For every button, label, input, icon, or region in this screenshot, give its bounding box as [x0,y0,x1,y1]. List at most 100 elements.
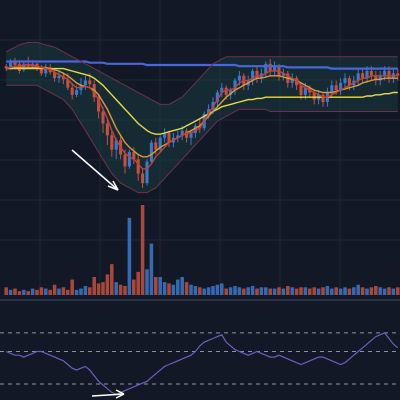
volume-bar [312,287,316,295]
volume-bar [92,277,96,295]
candle-body [330,85,334,93]
oscillator-arrow-head [115,389,125,399]
volume-bar [57,288,61,295]
volume-bar [242,288,246,295]
candle-body [127,152,131,167]
volume-bar [136,271,140,295]
candle-body [369,71,373,76]
candle-body [136,159,140,174]
trend-arrow-head [107,180,119,191]
volume-bar [158,277,162,295]
volume-bar [352,287,356,295]
candle-body [334,85,338,91]
candle-body [88,80,92,85]
indicator-line-ma_long [6,60,398,70]
candle-body [347,78,351,86]
volume-bar [13,288,17,295]
candle-body [343,78,347,83]
volume-bar [193,286,198,295]
volume-bar [202,288,206,295]
volume-bar [347,288,352,295]
volume-bar [162,282,167,295]
candle-body [193,125,197,133]
candle-body [185,130,189,138]
candle-body [9,61,13,68]
volume-bar [365,288,369,295]
volume-bar [250,286,255,295]
candle-body [295,78,299,86]
candle-body [66,79,70,88]
volume-bar [272,288,277,295]
candle-body [176,135,180,138]
volume-bar [88,287,92,295]
volume-bar [299,287,303,295]
volume-bar [246,287,250,295]
volume-bar [184,282,189,295]
volume-bar [30,288,35,295]
volume-bar [105,274,110,295]
candle-body [132,152,136,160]
volume-bar [79,288,83,295]
candle-body [255,71,259,79]
volume-bar [382,288,387,295]
candle-body [361,73,365,79]
volume-bar [356,284,360,295]
volume-bar [224,288,228,295]
candle-body [39,68,43,74]
volume-bar [4,287,8,295]
volume-bar [127,217,132,295]
candle-body [141,173,145,184]
volume-bar [325,286,330,295]
volume-bar [281,288,286,295]
volume-bar [294,288,299,295]
volume-bar [378,287,382,295]
volume-bar [290,287,294,295]
volume-bar [189,284,193,295]
candle-body [163,133,167,138]
candle-body [189,133,193,138]
volume-bar [255,288,259,295]
volume-bar [44,288,48,295]
candle-body [374,75,378,81]
volume-bar [343,287,347,295]
volume-bar [321,287,325,295]
candle-body [281,73,285,76]
volume-bar [180,277,184,295]
volume-bar [48,289,52,295]
volume-bar [145,269,149,295]
volume-bar [211,286,215,295]
candle-body [312,92,316,100]
candle-body [70,87,74,95]
candle-body [110,135,114,150]
volume-bar [132,279,136,295]
volume-bar [149,243,154,295]
volume-bar [61,287,66,295]
candle-body [145,161,149,184]
volume-bar [369,287,374,295]
volume-bar [167,283,171,295]
volume-bar [215,284,220,295]
volume-bar [118,284,123,295]
volume-bar [387,287,391,295]
volume-bar [101,282,105,295]
candle-body [264,63,268,74]
volume-bar [334,287,338,295]
volume-bar [277,287,281,295]
candle-body [4,66,8,69]
candle-body [220,87,224,93]
candle-body [114,140,118,150]
candle-body [13,61,17,66]
candle-body [44,67,48,74]
volume-bar [26,291,30,295]
candle-body [356,73,360,81]
volume-bar [198,287,202,295]
volume-bar [259,287,264,295]
volume-bar [114,282,118,295]
candle-body [339,82,343,91]
candle-body [229,90,233,95]
volume-bar [396,287,400,295]
indicator-line-bollinger [5,41,398,105]
indicator-line-ma_red [6,64,398,170]
candle-body [75,90,79,95]
